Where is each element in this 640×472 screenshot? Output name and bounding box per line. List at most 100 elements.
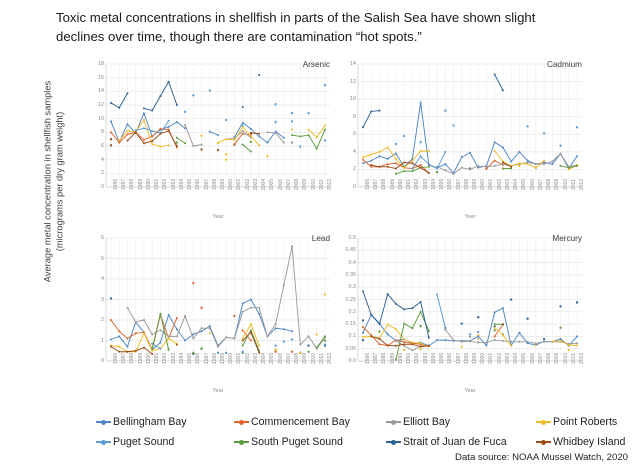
x-tick-label: 2002: [496, 352, 503, 364]
x-tick-label: 1990: [145, 178, 152, 190]
legend-item-label: Puget Sound: [113, 436, 175, 448]
y-tick-label: 5: [101, 255, 104, 262]
x-tick-label: 2012: [579, 352, 585, 364]
x-tick-label: 1990: [145, 352, 152, 364]
x-tick-label: 2004: [261, 352, 268, 364]
legend-color-swatch: [96, 419, 111, 425]
x-tick-label: 1993: [170, 352, 177, 364]
plot-area-arsenic: [105, 63, 330, 188]
x-tick-label: 1994: [178, 352, 185, 364]
y-tick-label: 0: [353, 184, 356, 190]
x-tick-label: 2006: [529, 352, 536, 364]
x-tick-label: 1986: [113, 178, 119, 190]
x-tick-label: 2001: [488, 178, 495, 190]
x-tick-label: 2008: [546, 352, 553, 364]
legend-item-puget-sound[interactable]: Puget Sound: [96, 436, 234, 448]
y-tick-label: 8: [101, 129, 104, 136]
x-tick-label: 2007: [537, 178, 544, 190]
x-tick-label: 1992: [414, 352, 421, 364]
legend-item-label: South Puget Sound: [251, 436, 343, 448]
legend-item-commencement-bay[interactable]: Commencement Bay: [234, 416, 386, 428]
x-tick-label: 1998: [211, 178, 218, 190]
x-tick-label: 1987: [121, 352, 128, 364]
y-tick-label: 10: [350, 96, 356, 103]
x-tick-label: 1993: [422, 352, 429, 364]
legend-row-2: Puget Sound South Puget Sound Strait of Ju…: [96, 432, 640, 452]
y-tick-label: 2: [101, 317, 104, 323]
y-tick-label: 0.5: [348, 235, 357, 241]
x-tick-label: 1996: [447, 178, 454, 190]
legend-item-bellingham-bay[interactable]: Bellingham Bay: [96, 416, 234, 428]
y-tick-label: 0.35: [345, 271, 357, 278]
x-tick-label: 2009: [554, 352, 561, 364]
legend-item-label: Strait of Juan de Fuca: [403, 436, 507, 448]
x-tick-label: 2010: [562, 178, 569, 190]
x-tick-label: 1991: [154, 352, 161, 364]
chart-legend: Bellingham Bay Commencement Bay Elliott Ba…: [96, 412, 640, 452]
y-axis-title: Average metal concentration in shellfish…: [43, 52, 66, 312]
panel-title-lead: Lead: [311, 234, 330, 243]
y-axis-title-line-1: Average metal concentration in shellfish…: [42, 80, 53, 283]
x-tick-label: 1993: [422, 178, 429, 190]
x-tick-label: 1987: [373, 178, 380, 190]
y-tick-label: 4: [101, 156, 104, 163]
legend-marker-dot: [541, 439, 546, 445]
x-tick-label: 1988: [129, 178, 136, 190]
y-tick-label: 8: [353, 113, 356, 120]
x-tick-label: 2007: [285, 352, 292, 364]
x-tick-label: 2011: [570, 353, 577, 364]
y-tick-label: 0.1: [348, 333, 357, 340]
y-tick-label: 0.4: [348, 259, 357, 266]
x-tick-label: 2010: [310, 178, 317, 190]
x-tick-label: 2007: [537, 352, 544, 364]
legend-item-elliott-bay[interactable]: Elliott Bay: [386, 416, 536, 428]
y-tick-label: 14: [98, 88, 104, 95]
y-tick-label: 2: [353, 166, 356, 173]
y-tick-label: 4: [353, 148, 356, 155]
x-tick-label: 2005: [521, 352, 528, 364]
legend-item-point-roberts[interactable]: Point Roberts: [536, 416, 640, 428]
legend-item-strait-of-juan-de-fuca[interactable]: Strait of Juan de Fuca: [386, 436, 536, 448]
x-tick-label: 1989: [137, 352, 144, 364]
plot-area-cadmium: [357, 63, 582, 188]
x-tick-label: 1997: [203, 178, 210, 190]
x-tick-label: 2006: [529, 178, 536, 190]
x-tick-label: 2005: [269, 352, 276, 364]
x-tick-label: 1987: [121, 178, 128, 190]
x-axis-title: Year: [212, 388, 224, 394]
x-tick-label: 2002: [244, 178, 251, 190]
x-tick-label: 1989: [389, 178, 396, 190]
legend-item-south-puget-sound[interactable]: South Puget Sound: [234, 436, 386, 448]
x-tick-label: 1988: [381, 178, 388, 190]
y-tick-label: 12: [98, 102, 104, 108]
x-tick-label: 1997: [455, 352, 462, 364]
y-tick-label: 10: [98, 115, 104, 122]
x-tick-label: 1999: [472, 178, 478, 190]
x-tick-label: 1995: [187, 352, 194, 364]
chart-headline: Toxic metal concentrations in shellfish …: [56, 8, 622, 46]
legend-item-whidbey-island[interactable]: Whidbey Island: [536, 436, 640, 448]
legend-color-swatch: [386, 439, 401, 445]
x-tick-label: 1995: [439, 352, 446, 364]
y-tick-label: 0.45: [345, 247, 357, 254]
x-tick-label: 1986: [113, 352, 119, 364]
x-tick-label: 2012: [579, 178, 585, 190]
x-tick-label: 1996: [447, 352, 454, 364]
x-tick-label: 1990: [397, 352, 404, 364]
x-tick-label: 2004: [261, 178, 268, 190]
y-tick-label: 16: [98, 74, 104, 81]
x-tick-label: 2004: [513, 178, 520, 190]
x-tick-label: 1997: [203, 352, 210, 364]
x-tick-label: 1996: [195, 352, 202, 364]
legend-color-swatch: [386, 419, 401, 425]
y-tick-label: 0.15: [345, 321, 357, 328]
legend-color-swatch: [234, 439, 249, 445]
chart-panel-cadmium: 0 2 4 6 8 10 12 14 1986 1987 1988 1989 1990 1991 1992 1…: [338, 58, 586, 223]
legend-color-swatch: [536, 439, 551, 445]
y-axis-title-line-2: (micrograms per dry gram weight): [54, 111, 64, 252]
y-tick-label: 1: [101, 337, 104, 344]
y-tick-label: 4: [101, 276, 104, 282]
x-tick-label: 1988: [129, 352, 136, 364]
y-tick-label: 18: [98, 61, 104, 67]
x-tick-label: 2012: [327, 178, 333, 190]
